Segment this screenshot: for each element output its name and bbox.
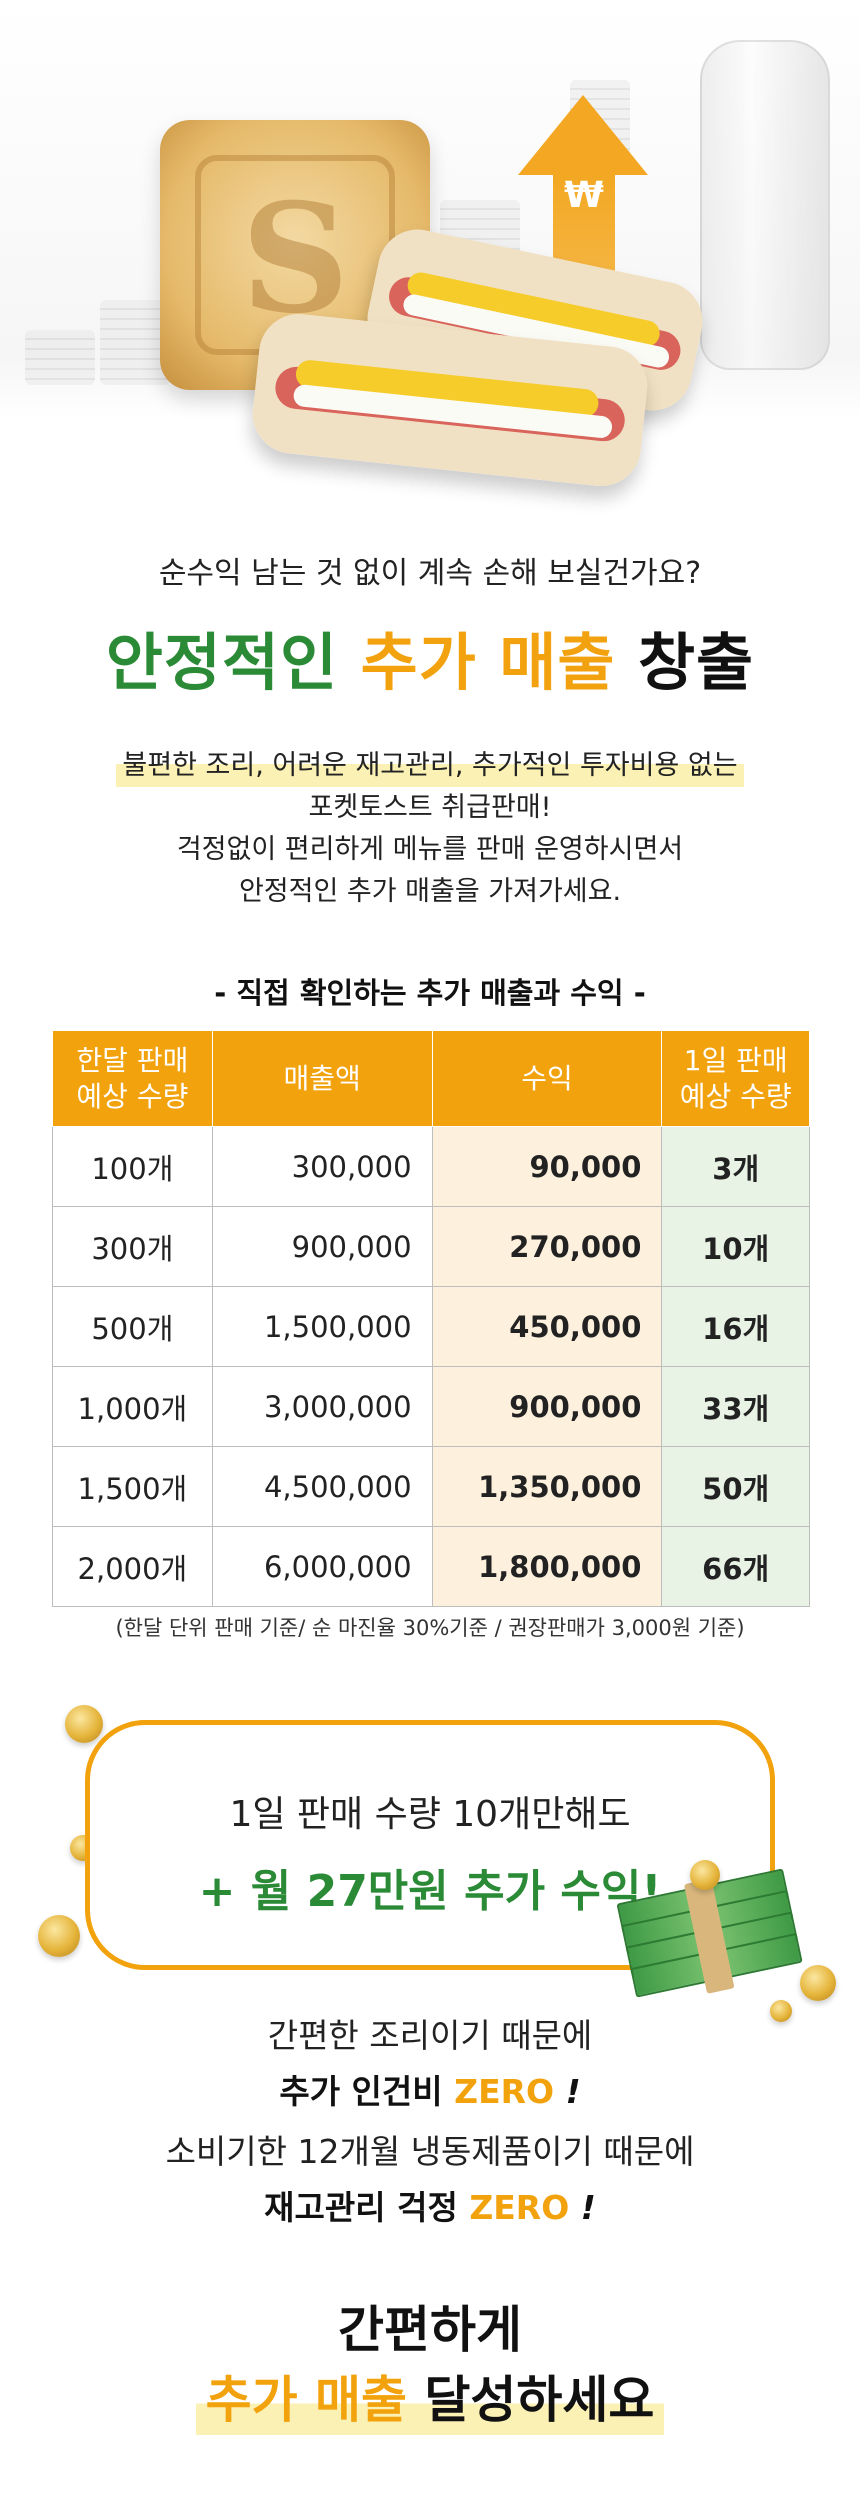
benefit-line-4: 재고관리 걱정 ZERO ! [0,2178,860,2242]
cell-monthly-qty: 2,000개 [52,1526,213,1607]
benefit-labor-text: 추가 인건비 [279,2072,443,2111]
gold-coin-icon [770,2000,792,2022]
intro-text: 불편한 조리, 어려운 재고관리, 추가적인 투자비용 없는 포켓토스트 취급판… [0,745,860,913]
benefit-line-1: 간편한 조리이기 때문에 [267,2016,593,2055]
gold-coin-icon [690,1860,720,1890]
headline-part-black: 창출 [638,626,755,699]
cell-monthly-qty: 100개 [52,1126,213,1207]
cell-profit: 450,000 [431,1286,663,1367]
cell-profit: 270,000 [431,1206,663,1287]
benefit-labor-zero: ZERO [454,2072,555,2111]
cell-monthly-qty: 500개 [52,1286,213,1367]
headline-question: 순수익 남는 것 없이 계속 손해 보실건가요? [158,556,702,591]
table-footnote: (한달 단위 판매 기준/ 순 마진율 30%기준 / 권장판매가 3,000원… [115,1616,745,1640]
table-row: 1,500개 4,500,000 1,350,000 50개 [52,1446,810,1527]
closing-orange-text: 추가 매출 [205,2371,407,2429]
exclamation-mark: ! [580,2188,596,2227]
callout-line-2: + 월 27만원 추가 수익! [198,1866,662,1917]
benefit-line-3: 소비기한 12개월 냉동제품이기 때문에 [165,2132,695,2171]
table-title: - 직접 확인하는 추가 매출과 수익 - [214,976,646,1010]
cell-profit: 1,350,000 [431,1446,663,1527]
coin-stack-decoration [100,300,170,385]
headline-part-green: 안정적인 [105,626,339,699]
revenue-table: 한달 판매 예상 수량 매출액 수익 1일 판매 예상 수량 100개 300,… [52,1030,810,1607]
closing-headline: 간편하게 추가 매출 달성하세요 [0,2295,860,2435]
intro-line-4: 안정적인 추가 매출을 가져가세요. [238,876,622,907]
cell-profit: 1,800,000 [431,1526,663,1607]
cell-monthly-qty: 1,000개 [52,1366,213,1447]
cell-daily-qty: 16개 [661,1286,810,1367]
table-row: 500개 1,500,000 450,000 16개 [52,1286,810,1367]
headline-part-orange: 추가 매출 [360,626,616,699]
cell-sales: 3,000,000 [211,1366,433,1447]
cell-daily-qty: 50개 [661,1446,810,1527]
column-header: 1일 판매 예상 수량 [661,1030,810,1127]
intro-line-3: 걱정없이 편리하게 메뉴를 판매 운영하시면서 [176,834,684,865]
table-row: 300개 900,000 270,000 10개 [52,1206,810,1287]
cell-daily-qty: 10개 [661,1206,810,1287]
intro-line-2: 포켓토스트 취급판매! [308,792,552,823]
cell-sales: 4,500,000 [211,1446,433,1527]
cell-sales: 300,000 [211,1126,433,1207]
cell-sales: 900,000 [211,1206,433,1287]
gold-coin-icon [800,1965,836,2001]
coin-jar-image [700,40,830,370]
cell-sales: 6,000,000 [211,1526,433,1607]
benefit-stock-zero: ZERO [469,2188,570,2227]
cell-monthly-qty: 300개 [52,1206,213,1287]
cell-daily-qty: 33개 [661,1366,810,1447]
cell-daily-qty: 66개 [661,1526,810,1607]
benefit-stock-text: 재고관리 걱정 [264,2188,458,2227]
cell-sales: 1,500,000 [211,1286,433,1367]
gold-coin-icon [38,1915,80,1957]
column-header: 매출액 [211,1030,433,1127]
cell-daily-qty: 3개 [661,1126,810,1207]
benefit-line-2: 추가 인건비 ZERO ! [0,2062,860,2126]
column-header: 수익 [431,1030,663,1127]
hero-image: ₩ S [0,0,860,490]
table-row: 2,000개 6,000,000 1,800,000 66개 [52,1526,810,1607]
exclamation-mark: ! [565,2072,581,2111]
gold-coin-icon [65,1705,103,1743]
coin-stack-decoration [25,330,95,385]
closing-line-2: 추가 매출 달성하세요 [195,2365,665,2435]
column-header: 한달 판매 예상 수량 [52,1030,213,1127]
table-header-row: 한달 판매 예상 수량 매출액 수익 1일 판매 예상 수량 [52,1030,810,1127]
table-row: 100개 300,000 90,000 3개 [52,1126,810,1207]
intro-line-1: 불편한 조리, 어려운 재고관리, 추가적인 투자비용 없는 [116,745,744,787]
up-arrow-icon [518,95,648,175]
benefits-list: 간편한 조리이기 때문에 추가 인건비 ZERO ! 소비기한 12개월 냉동제… [0,2010,860,2242]
closing-line-1: 간편하게 [338,2301,522,2359]
cell-profit: 900,000 [431,1366,663,1447]
won-icon: ₩ [564,175,604,216]
cell-monthly-qty: 1,500개 [52,1446,213,1527]
main-headline: 안정적인 추가 매출 창출 [0,612,860,702]
table-row: 1,000개 3,000,000 900,000 33개 [52,1366,810,1447]
closing-black-text: 달성하세요 [424,2371,655,2429]
cell-profit: 90,000 [431,1126,663,1207]
callout-line-1: 1일 판매 수량 10개만해도 [229,1794,631,1835]
